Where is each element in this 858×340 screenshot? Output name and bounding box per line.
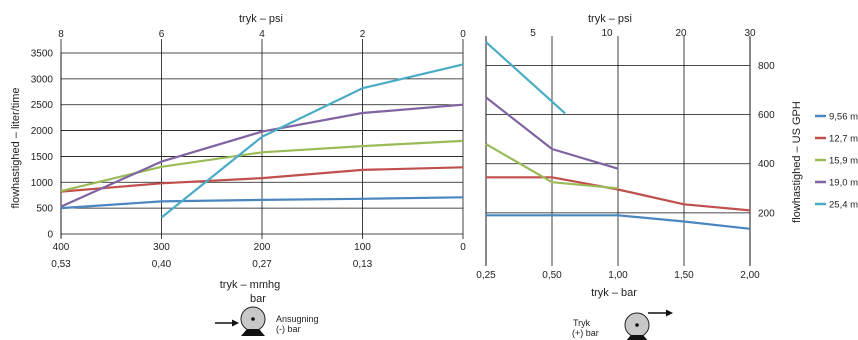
pressure-pump-pictogram: Tryk (+) bar [572, 309, 673, 340]
left-x-bar-tick-label: 0,27 [252, 259, 272, 270]
suction-label: Ansugning [276, 314, 319, 324]
left-x-bar-tick-label: 0,40 [152, 259, 172, 270]
right-top-tick-label: 5 [530, 28, 536, 39]
right-y-axis-label: flowhastighed – US GPH [791, 101, 803, 223]
right-top-tick-label: 30 [744, 28, 756, 39]
right-x-tick-label: 2,00 [740, 270, 760, 281]
right-x-tick-label: 1,00 [608, 270, 628, 281]
left-series-line [60, 139, 464, 193]
left-x-axis-label-bar: bar [250, 293, 266, 305]
legend-label: 19,0 mm [829, 178, 858, 189]
left-x-bar-tick-label: 0,53 [51, 259, 71, 270]
left-series-line [160, 63, 464, 219]
right-top-axis-label: tryk – psi [588, 13, 632, 25]
left-y-tick-label: 3500 [31, 49, 54, 60]
left-series-line [60, 103, 464, 208]
left-series-line [60, 196, 464, 210]
left-top-tick-label: 2 [360, 29, 366, 40]
left-x-tick-label: 300 [153, 242, 170, 253]
right-y-tick-label: 800 [758, 61, 775, 72]
right-series-line [486, 176, 751, 212]
left-y-tick-label: 0 [47, 230, 53, 241]
left-y-tick-label: 2500 [31, 100, 54, 111]
right-top-tick-label: 10 [601, 28, 613, 39]
legend-label: 15,9 mm [829, 156, 858, 167]
right-x-tick-label: 1,50 [674, 270, 694, 281]
left-y-tick-label: 1500 [31, 152, 54, 163]
pressure-label: Tryk [573, 318, 591, 328]
left-y-axis-label: flowhastighed – liter/time [10, 87, 22, 208]
right-x-axis-label: tryk – bar [591, 287, 637, 299]
legend-label: 25,4 mm [829, 200, 858, 211]
left-top-axis-label: tryk – psi [239, 13, 283, 25]
right-series-line [485, 143, 619, 190]
left-x-tick-label: 400 [53, 242, 70, 253]
right-y-tick-label: 200 [758, 208, 775, 219]
left-y-tick-label: 500 [36, 204, 53, 215]
left-top-tick-label: 4 [259, 29, 265, 40]
left-x-axis-label: tryk – mmhg [220, 279, 281, 291]
left-top-tick-label: 6 [159, 29, 165, 40]
left-top-tick-label: 0 [460, 29, 466, 40]
left-y-tick-label: 3000 [31, 74, 54, 85]
right-series-line [486, 214, 751, 230]
left-top-tick-label: 8 [58, 29, 64, 40]
right-x-tick-label: 0,50 [542, 270, 562, 281]
left-x-tick-label: 0 [460, 242, 466, 253]
left-x-tick-label: 200 [254, 242, 271, 253]
suction-sublabel: (-) bar [276, 324, 301, 334]
left-series-line [60, 166, 464, 193]
left-y-tick-label: 1000 [31, 178, 54, 189]
left-y-tick-label: 2000 [31, 126, 54, 137]
right-x-tick-label: 0,25 [476, 270, 496, 281]
left-x-tick-label: 100 [354, 242, 371, 253]
right-top-tick-label: 20 [675, 28, 687, 39]
right-series-line [485, 96, 619, 170]
right-y-tick-label: 600 [758, 110, 775, 121]
legend-label: 9,56 mm [829, 112, 858, 123]
right-series-line [485, 41, 566, 115]
suction-pump-pictogram: Ansugning (-) bar [215, 306, 319, 336]
pressure-sublabel: (+) bar [572, 328, 599, 338]
right-y-tick-label: 400 [758, 159, 775, 170]
legend-label: 12,7 mm [829, 134, 858, 145]
left-x-bar-tick-label: 0,13 [353, 259, 373, 270]
